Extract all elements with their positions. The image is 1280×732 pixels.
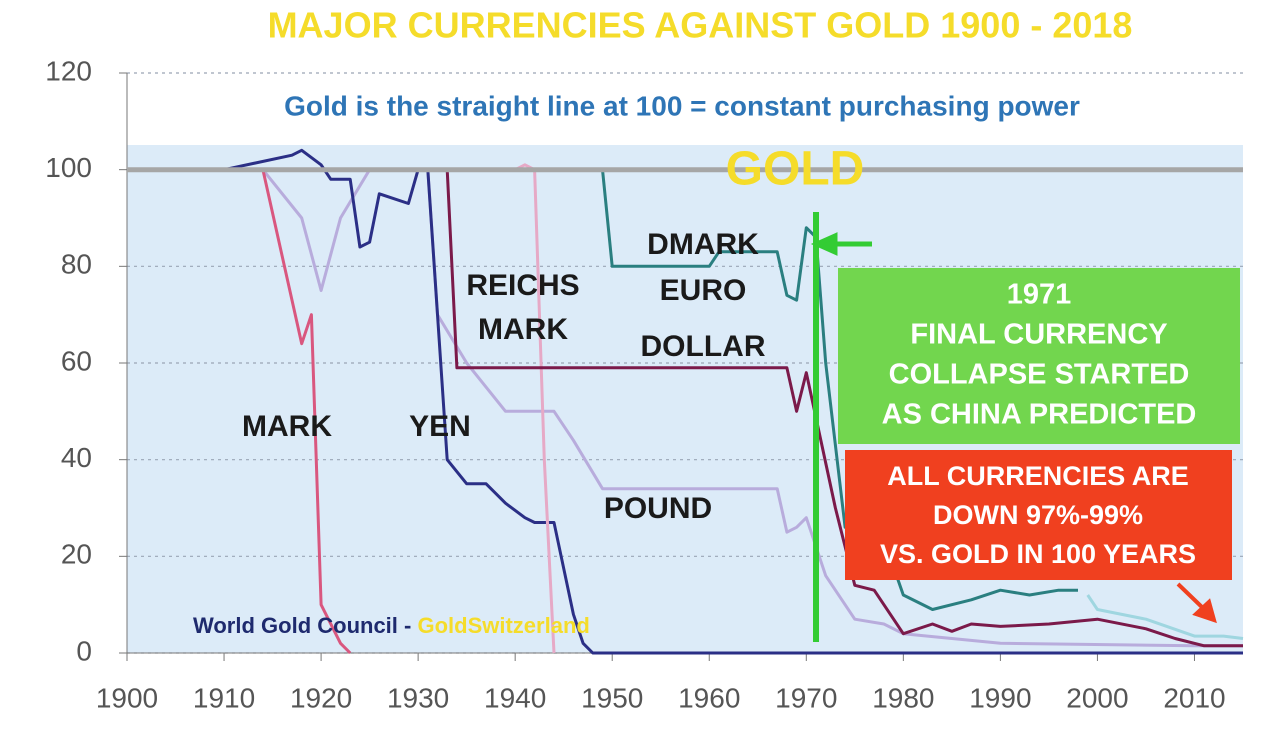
series-line bbox=[127, 168, 1243, 648]
line-label: DOLLAR bbox=[641, 330, 766, 363]
x-tick-label: 1900 bbox=[96, 682, 158, 713]
x-tick-label: 2010 bbox=[1163, 682, 1225, 713]
x-tick-label: 1910 bbox=[193, 682, 255, 713]
y-tick-label: 100 bbox=[45, 152, 92, 183]
y-tick-label: 60 bbox=[61, 345, 92, 376]
note-text: FINAL CURRENCY bbox=[910, 319, 1167, 351]
x-tick-label: 1930 bbox=[387, 682, 449, 713]
grid: 0 20 40 60 80 100 120 1900 1910 1920 1930 1940 1950 1… bbox=[45, 55, 1243, 713]
source-part: World Gold Council - bbox=[193, 613, 417, 638]
series-line bbox=[601, 169, 1078, 611]
x-tick-label: 1990 bbox=[969, 682, 1031, 713]
arrow bbox=[1176, 582, 1217, 624]
note-text: VS. GOLD IN 100 YEARS bbox=[880, 539, 1196, 569]
arrow bbox=[810, 232, 872, 256]
y-tick-label: 0 bbox=[76, 635, 92, 666]
line-label: MARK bbox=[242, 410, 332, 443]
note-text: ALL CURRENCIES ARE bbox=[887, 461, 1189, 491]
annotations: GOLD DMARK EURO REICHS MARK DOLLAR MARK YEN POUN… bbox=[193, 143, 1240, 642]
line-label: MARK bbox=[478, 313, 568, 346]
note-box bbox=[845, 450, 1232, 580]
line-label: EURO bbox=[660, 274, 747, 307]
y-tick-label: 40 bbox=[61, 442, 92, 473]
note-text: DOWN 97%-99% bbox=[933, 500, 1143, 530]
line-label: GOLD bbox=[726, 143, 865, 196]
note-text: 1971 bbox=[1007, 279, 1072, 311]
x-tick-label: 1920 bbox=[290, 682, 352, 713]
x-tick-label: 2000 bbox=[1066, 682, 1128, 713]
series-line bbox=[1086, 594, 1244, 640]
y-tick-label: 20 bbox=[61, 539, 92, 570]
x-tick-label: 1980 bbox=[872, 682, 934, 713]
series-line bbox=[127, 168, 1243, 648]
source-part: GoldSwitzerland bbox=[417, 613, 589, 638]
source: World Gold Council - GoldSwitzerland bbox=[193, 613, 590, 638]
y-tick-label: 80 bbox=[61, 249, 92, 280]
note-text: AS CHINA PREDICTED bbox=[882, 399, 1197, 431]
note-text: COLLAPSE STARTED bbox=[889, 359, 1190, 391]
line-label: POUND bbox=[604, 492, 712, 525]
x-tick-label: 1970 bbox=[775, 682, 837, 713]
line-label: YEN bbox=[409, 410, 471, 443]
chart-title: MAJOR CURRENCIES AGAINST GOLD 1900 - 201… bbox=[268, 5, 1133, 46]
lines bbox=[127, 148, 1244, 655]
line-label: REICHS bbox=[466, 269, 579, 302]
x-tick-label: 1950 bbox=[581, 682, 643, 713]
note-box bbox=[838, 268, 1240, 444]
line-label: DMARK bbox=[647, 228, 759, 261]
chart-subtitle: Gold is the straight line at 100 = const… bbox=[284, 90, 1080, 121]
x-tick-label: 1960 bbox=[678, 682, 740, 713]
x-tick-label: 1940 bbox=[484, 682, 546, 713]
y-tick-label: 120 bbox=[45, 55, 92, 86]
